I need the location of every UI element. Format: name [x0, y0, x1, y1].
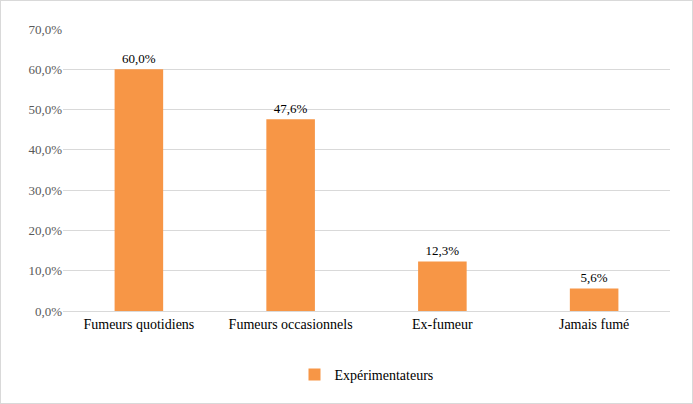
svg-text:Fumeurs quotidiens: Fumeurs quotidiens: [83, 317, 194, 332]
svg-text:12,3%: 12,3%: [426, 243, 460, 258]
svg-text:47,6%: 47,6%: [274, 101, 308, 116]
svg-text:40,0%: 40,0%: [28, 142, 62, 157]
svg-text:20,0%: 20,0%: [28, 223, 62, 238]
svg-text:Ex-fumeur: Ex-fumeur: [412, 317, 473, 332]
svg-text:10,0%: 10,0%: [28, 263, 62, 278]
svg-text:50,0%: 50,0%: [28, 102, 62, 117]
svg-text:Fumeurs occasionnels: Fumeurs occasionnels: [229, 317, 353, 332]
svg-text:30,0%: 30,0%: [28, 183, 62, 198]
svg-text:5,6%: 5,6%: [581, 270, 608, 285]
svg-text:Expérimentateurs: Expérimentateurs: [335, 368, 434, 383]
svg-text:60,0%: 60,0%: [28, 62, 62, 77]
svg-text:70,0%: 70,0%: [28, 22, 62, 37]
svg-text:60,0%: 60,0%: [122, 51, 156, 66]
svg-text:0,0%: 0,0%: [35, 304, 62, 319]
svg-text:Jamais fumé: Jamais fumé: [559, 317, 629, 332]
